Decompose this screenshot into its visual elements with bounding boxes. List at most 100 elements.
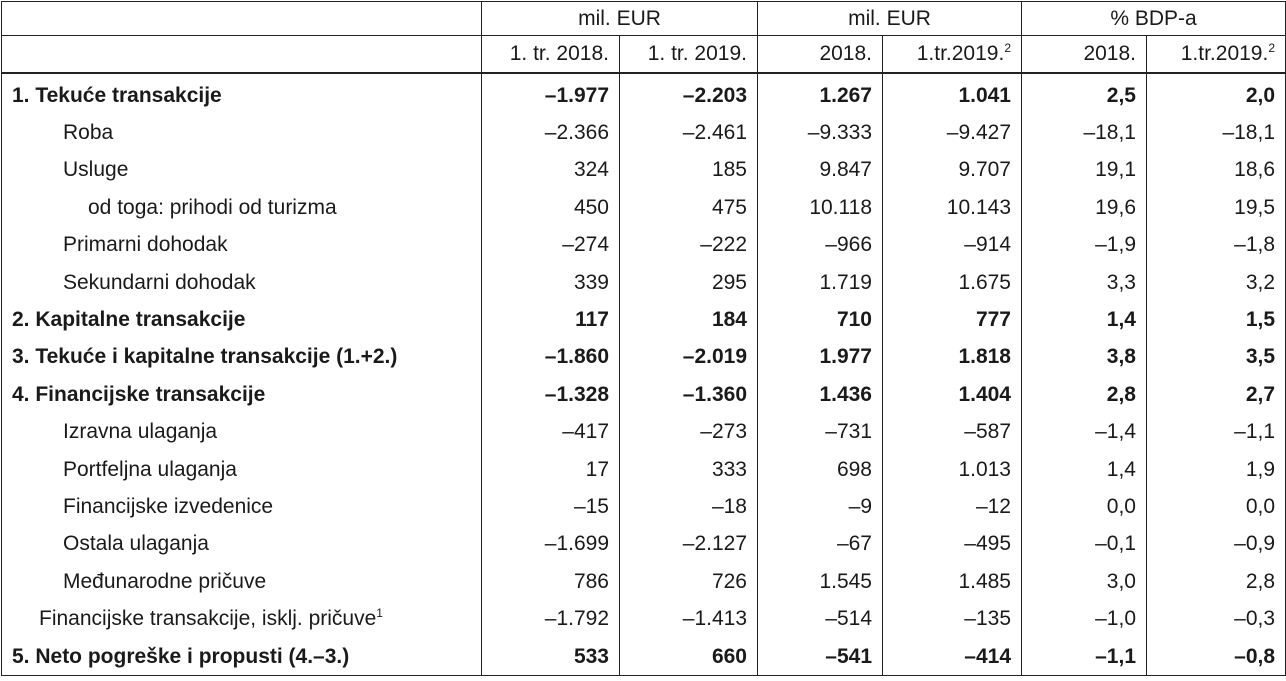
cell-value: 339: [481, 263, 620, 302]
table-row: 3. Tekuće i kapitalne transakcije (1.+2.…: [2, 338, 1286, 377]
cell-value: 333: [619, 450, 758, 489]
cell-value: 324: [481, 151, 620, 190]
cell-value: 3,3: [1021, 263, 1147, 302]
cell-value: –1,4: [1021, 413, 1147, 451]
cell-value: 2,5: [1021, 73, 1147, 115]
header-col-3: 2018.: [757, 35, 883, 74]
header-col-4-label: 1.tr.2019.: [916, 42, 1005, 65]
cell-value: –914: [882, 226, 1022, 264]
cell-value: –274: [481, 226, 620, 264]
cell-value: 10.143: [882, 189, 1022, 227]
row-label: 3. Tekuće i kapitalne transakcije (1.+2.…: [12, 345, 398, 369]
cell-value: –1.977: [481, 73, 620, 115]
cell-value: 1.013: [882, 450, 1022, 489]
header-group-gdp-share: % BDP-a: [1020, 1, 1286, 36]
cell-value: 18,6: [1145, 151, 1286, 190]
table-row: 5. Neto pogreške i propusti (4.–3.) 533 …: [2, 637, 1286, 676]
row-label: Portfeljna ulaganja: [63, 457, 237, 481]
cell-value: –1,0: [1021, 600, 1147, 638]
cell-value: –135: [882, 600, 1022, 638]
table-row: Međunarodne pričuve 786 726 1.545 1.485 …: [2, 563, 1286, 601]
header-row-groups: mil. EUR mil. EUR % BDP-a: [1, 1, 1286, 36]
cell-value: –9: [757, 488, 883, 526]
cell-value: 2,8: [1145, 563, 1286, 601]
header-col-1: 1. tr. 2018.: [481, 35, 620, 74]
header-col-6-label: 1.tr.2019.: [1180, 42, 1269, 65]
cell-value: –0,1: [1021, 525, 1147, 564]
cell-value: –67: [757, 525, 883, 564]
cell-value: –18,1: [1145, 114, 1286, 152]
row-label: 1. Tekuće transakcije: [12, 83, 222, 107]
cell-value: –2.203: [619, 73, 758, 115]
cell-value: 1,9: [1145, 450, 1286, 489]
cell-value: –731: [757, 413, 883, 451]
cell-value: 3,2: [1145, 263, 1286, 302]
cell-value: –0,3: [1145, 600, 1286, 638]
table-row: Sekundarni dohodak 339 295 1.719 1.675 3…: [2, 263, 1286, 302]
cell-value: 1.041: [882, 73, 1022, 115]
header-group-mil-eur-annual: mil. EUR: [757, 1, 1022, 36]
cell-value: –1.699: [481, 525, 620, 564]
cell-value: –2.366: [481, 114, 620, 152]
row-label: od toga: prihodi od turizma: [88, 195, 337, 219]
cell-value: 698: [757, 450, 883, 489]
cell-value: 117: [481, 301, 620, 339]
cell-value: –1.860: [481, 338, 620, 377]
table-row: Financijske izvedenice –15 –18 –9 –12 0,…: [2, 488, 1286, 526]
cell-value: –1,1: [1145, 413, 1286, 451]
cell-value: 3,8: [1021, 338, 1147, 377]
cell-value: –1,8: [1145, 226, 1286, 264]
table-row: Usluge 324 185 9.847 9.707 19,1 18,6: [2, 151, 1286, 190]
row-label: Financijske izvedenice: [63, 494, 274, 518]
cell-value: 185: [619, 151, 758, 190]
cell-value: –15: [481, 488, 620, 526]
cell-value: 786: [481, 563, 620, 601]
row-label: Sekundarni dohodak: [63, 270, 256, 294]
cell-value: –1.328: [481, 376, 620, 414]
row-label: 2. Kapitalne transakcije: [12, 308, 246, 332]
cell-value: 1.545: [757, 563, 883, 601]
table-row: Ostala ulaganja –1.699 –2.127 –67 –495 –…: [2, 525, 1286, 564]
cell-value: 9.847: [757, 151, 883, 190]
header-group-mil-eur-quarter: mil. EUR: [481, 1, 758, 36]
cell-value: –495: [882, 525, 1022, 564]
table-row: Portfeljna ulaganja 17 333 698 1.013 1,4…: [2, 450, 1286, 489]
header-col-4: 1.tr.2019.2: [882, 35, 1022, 74]
cell-value: 1.675: [882, 263, 1022, 302]
cell-value: –2.019: [619, 338, 758, 377]
row-label: 5. Neto pogreške i propusti (4.–3.): [12, 644, 350, 668]
cell-value: –273: [619, 413, 758, 451]
row-label: Financijske transakcije, isklj. pričuve1: [2, 600, 482, 637]
header-col-6: 1.tr.2019.2: [1145, 35, 1286, 74]
cell-value: 726: [619, 563, 758, 601]
footnote-marker: 2: [1004, 41, 1011, 55]
cell-value: 2,0: [1145, 73, 1286, 115]
cell-value: 1,5: [1145, 301, 1286, 339]
row-label: Usluge: [63, 158, 129, 182]
row-label: 4. Financijske transakcije: [12, 382, 266, 406]
cell-value: –2.127: [619, 525, 758, 564]
cell-value: 1.719: [757, 263, 883, 302]
cell-value: 19,5: [1145, 189, 1286, 227]
cell-value: 777: [882, 301, 1022, 339]
table-row: Primarni dohodak –274 –222 –966 –914 –1,…: [2, 226, 1286, 264]
cell-value: 660: [619, 637, 758, 676]
cell-value: –966: [757, 226, 883, 264]
cell-value: –1.413: [619, 600, 758, 638]
footnote-marker: 2: [1268, 41, 1276, 55]
cell-value: 710: [757, 301, 883, 339]
table-row: Izravna ulaganja –417 –273 –731 –587 –1,…: [2, 413, 1286, 451]
cell-value: –1,9: [1021, 226, 1147, 264]
header-corner-lower: [1, 35, 482, 74]
row-label-text: Financijske transakcije, isklj. pričuve: [39, 607, 377, 631]
cell-value: 19,1: [1021, 151, 1147, 190]
cell-value: –414: [882, 637, 1022, 676]
cell-value: 17: [481, 450, 620, 489]
cell-value: 1.977: [757, 338, 883, 377]
cell-value: –1.792: [481, 600, 620, 638]
cell-value: 1,4: [1021, 301, 1147, 339]
table-row: 2. Kapitalne transakcije 117 184 710 777…: [2, 301, 1286, 339]
cell-value: –1,1: [1021, 637, 1147, 676]
cell-value: 9.707: [882, 151, 1022, 190]
